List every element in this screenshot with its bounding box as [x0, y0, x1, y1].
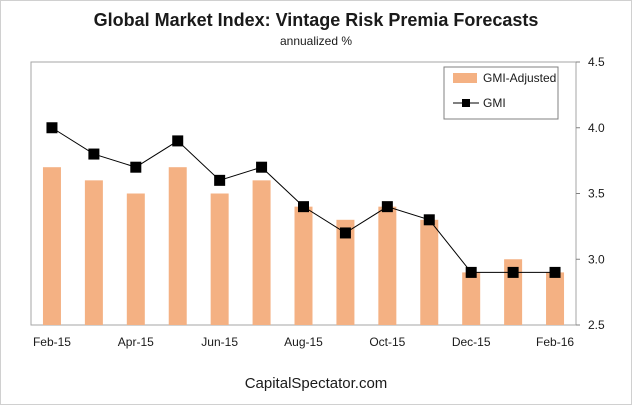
bar-Sep-15: [336, 219, 355, 325]
bar-Mar-15: [84, 180, 103, 325]
x-tick-label: Feb-16: [536, 335, 574, 349]
chart-title: Global Market Index: Vintage Risk Premia…: [93, 10, 539, 30]
bar-Apr-15: [126, 193, 145, 325]
gmi-point-Oct-15: [381, 201, 393, 213]
bar-Oct-15: [378, 206, 397, 325]
x-tick-label: Apr-15: [118, 335, 154, 349]
x-tick-label: Aug-15: [284, 335, 323, 349]
gmi-point-Jun-15: [214, 174, 226, 186]
x-tick-label: Jun-15: [201, 335, 238, 349]
bar-Nov-15: [420, 219, 439, 325]
legend-line-marker: [462, 99, 470, 107]
gmi-point-Dec-15: [465, 266, 477, 278]
legend-label-gmi-adjusted: GMI-Adjusted: [483, 71, 556, 85]
x-axis: Feb-15 Apr-15 Jun-15 Aug-15 Oct-15 Dec-15 Feb-…: [33, 335, 574, 349]
source-label: CapitalSpectator.com: [244, 375, 388, 392]
gmi-point-Apr-15: [130, 161, 142, 173]
legend-box: [443, 66, 559, 120]
y-tick-label: 2.5: [588, 318, 605, 332]
x-tick-label: Oct-15: [369, 335, 405, 349]
bar-Aug-15: [294, 206, 313, 325]
bar-Feb-16: [546, 272, 565, 325]
bar-May-15: [168, 167, 187, 325]
gmi-point-Sep-15: [339, 227, 351, 239]
line-series: [46, 122, 561, 278]
gmi-point-Jan-16: [507, 266, 519, 278]
bar-Dec-15: [462, 272, 481, 325]
gmi-point-Mar-15: [88, 148, 100, 160]
x-tick-label: Dec-15: [452, 335, 491, 349]
legend-label-gmi: GMI: [483, 96, 506, 110]
bar-Jul-15: [252, 180, 271, 325]
bar-Feb-15: [42, 167, 61, 325]
legend-bar-swatch: [453, 73, 477, 83]
y-axis: 2.5 3.0 3.5 4.0 4.5: [576, 55, 605, 332]
gmi-point-Feb-15: [46, 122, 58, 134]
gmi-point-Aug-15: [298, 201, 309, 213]
y-tick-label: 3.0: [588, 252, 605, 266]
y-tick-label: 4.5: [588, 55, 605, 69]
y-tick-label: 4.0: [588, 121, 605, 135]
gmi-point-May-15: [172, 135, 184, 147]
bar-Jun-15: [210, 193, 229, 325]
chart-subtitle: annualized %: [279, 34, 353, 48]
gmi-point-Feb-16: [549, 266, 561, 278]
legend: GMI-Adjusted GMI: [443, 66, 559, 120]
x-tick-label: Feb-15: [33, 335, 71, 349]
y-tick-label: 3.5: [588, 187, 605, 201]
bar-series: [42, 167, 565, 325]
gmi-point-Jul-15: [256, 161, 268, 173]
gmi-point-Nov-15: [423, 214, 435, 226]
